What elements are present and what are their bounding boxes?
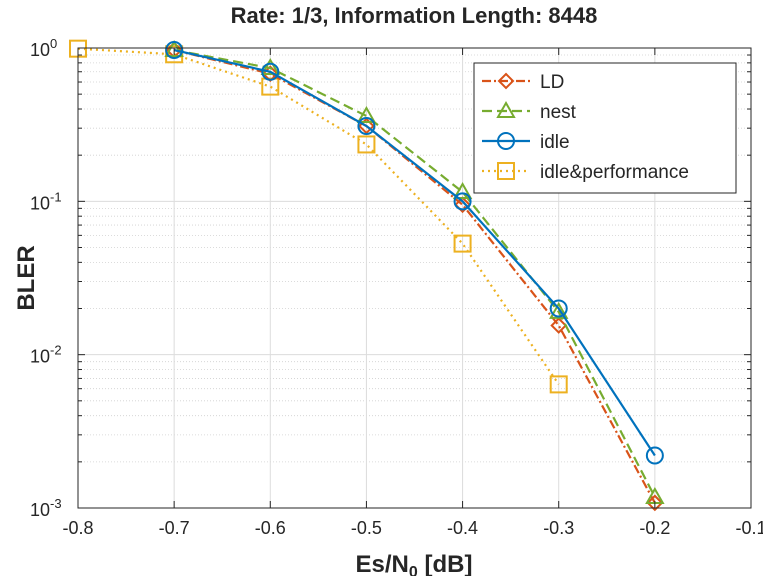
marker-circle [453,192,472,211]
marker-square [453,234,472,253]
legend-item: LD [482,72,564,93]
series-idle [165,41,664,465]
x-tick-label: -0.5 [351,518,382,538]
y-tick-exponent: -1 [50,189,62,204]
marker-circle [497,132,515,150]
marker-square [261,77,280,96]
marker-circle [357,116,376,135]
marker-circle [645,446,664,465]
legend-item: nest [482,100,577,123]
marker-triangle [260,58,281,76]
marker-triangle [496,100,516,118]
marker-diamond [454,196,471,214]
legend-label: idle [540,132,570,153]
y-tick-exponent: 0 [50,36,57,51]
chart-title: Rate: 1/3, Information Length: 8448 [231,3,598,28]
legend-label: idle&performance [540,162,689,183]
marker-triangle [548,301,569,319]
x-axis-label-unit: [dB] [418,551,473,576]
axis-ticks [77,47,752,509]
legend-item: idle [482,132,570,153]
marker-diamond [646,494,664,512]
y-tick-base: 10 [30,193,50,213]
y-tick-base: 10 [30,500,50,520]
legend-label: LD [540,72,564,93]
series-line [173,48,656,498]
marker-diamond [497,72,515,90]
marker-triangle [452,182,473,200]
y-tick-exponent: -3 [50,496,62,511]
x-tick-label: -0.1 [735,518,763,538]
y-tick-base: 10 [30,347,50,367]
x-tick-label: -0.8 [62,518,93,538]
x-tick-label: -0.6 [255,518,286,538]
marker-square [357,135,376,154]
legend-box [473,62,737,194]
marker-diamond [550,317,568,334]
marker-square [549,375,568,394]
marker-circle [165,41,184,60]
marker-square [497,162,515,180]
marker-circle [549,299,568,318]
x-axis-label-main: Es/N [356,551,409,576]
y-tick-label: 100 [30,36,57,60]
series-line [173,48,656,457]
marker-circle [261,62,280,81]
legend: LD nest idle idle&performance [473,62,737,194]
y-tick-label: 10-3 [30,496,62,520]
legend-label: nest [540,102,577,123]
x-axis-label: Es/N0 [dB] [356,551,473,576]
x-tick-label: -0.3 [543,518,574,538]
x-tick-label: -0.4 [447,518,478,538]
marker-triangle [164,40,184,58]
minor-grid [78,54,751,463]
y-tick-base: 10 [30,40,50,60]
y-tick-label: 10-2 [30,343,62,367]
x-tick-labels: -0.8 -0.7 -0.6 -0.5 -0.4 -0.3 -0.2 -0.1 [62,518,763,538]
y-tick-label: 10-1 [30,189,62,213]
series-idle-performance [69,39,568,394]
x-axis-label-subscript: 0 [409,564,418,576]
plot-area-frame [77,47,752,509]
x-tick-label: -0.2 [639,518,670,538]
legend-item: idle&performance [482,162,689,183]
y-axis-label: BLER [13,245,40,310]
series-layer [69,39,665,512]
series-line [77,47,560,386]
y-tick-exponent: -2 [50,343,62,358]
x-tick-label: -0.7 [159,518,190,538]
marker-triangle [356,106,377,124]
